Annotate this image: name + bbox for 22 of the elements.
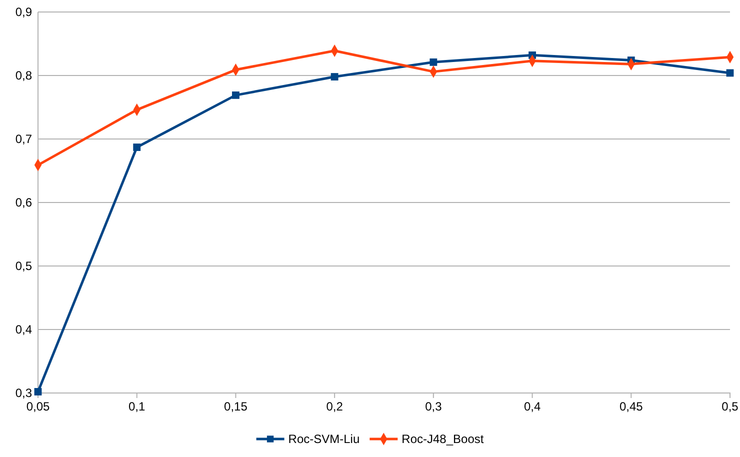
point xyxy=(330,73,338,80)
y-tick-label: 0,4 xyxy=(15,322,32,336)
x-tick-label: 0,15 xyxy=(224,400,248,414)
point xyxy=(232,91,240,99)
point xyxy=(430,58,438,66)
x-tick-label: 0,05 xyxy=(26,400,50,414)
y-tick-label: 0,6 xyxy=(15,195,32,210)
x-tick-label: 0,45 xyxy=(619,400,644,414)
x-tick-label: 0,1 xyxy=(128,400,146,414)
point xyxy=(133,144,141,151)
x-tick-label: 0,2 xyxy=(326,400,344,414)
y-tick-label: 0,5 xyxy=(15,258,32,273)
x-tick-label: 0,5 xyxy=(722,400,739,414)
x-tick-label: 0,3 xyxy=(425,400,442,414)
point xyxy=(34,388,42,396)
y-tick-label: 0,7 xyxy=(15,132,32,146)
y-tick-label: 0,8 xyxy=(15,68,32,82)
legend-label: Roc-SVM-Liu xyxy=(288,432,360,446)
legend-label: Roc-J48_Boost xyxy=(402,432,484,446)
y-tick-label: 0,9 xyxy=(15,4,32,19)
x-tick-label: 0,4 xyxy=(524,400,541,414)
y-tick-label: 0,3 xyxy=(15,386,32,400)
